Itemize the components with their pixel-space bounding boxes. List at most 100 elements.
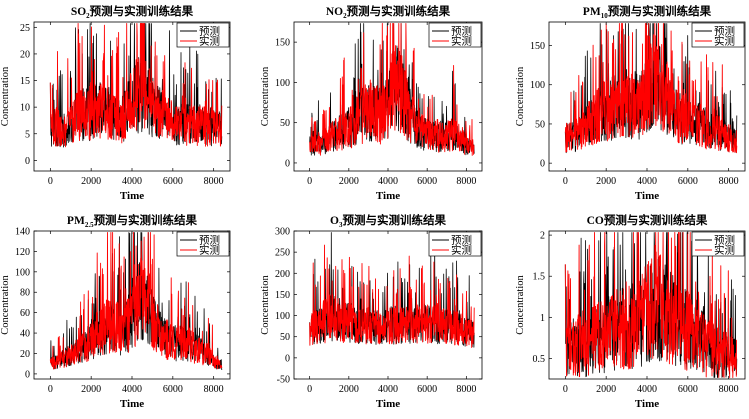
legend-entry-label: 实测	[199, 35, 220, 48]
y-axis-label: Concentration	[515, 275, 526, 335]
legend-entry-label: 预测	[451, 234, 472, 247]
x-tick-label: 4000	[637, 384, 657, 395]
series-line-measured	[49, 232, 223, 370]
y-tick-label: 100	[530, 80, 545, 91]
y-axis-label: Concentration	[260, 275, 271, 335]
y-tick-label: 2	[540, 231, 545, 242]
y-axis-label: Concentration	[260, 66, 271, 126]
chart-title: PM10预测与实测训练结果	[583, 4, 712, 20]
y-tick-label: 60	[20, 308, 30, 319]
legend-entry-label: 预测	[199, 25, 220, 38]
y-tick-label: 140	[15, 227, 30, 238]
x-axis-label: Time	[635, 398, 659, 410]
x-tick-label: 8000	[456, 384, 476, 395]
y-axis-label: Concentration	[0, 66, 11, 126]
y-tick-label: 15	[20, 76, 30, 87]
x-tick-label: 4000	[122, 384, 142, 395]
legend-box	[691, 231, 745, 257]
chart-title: PM2.5预测与实测训练结果	[67, 213, 198, 229]
x-tick-label: 6000	[678, 384, 698, 395]
x-tick-label: 4000	[637, 176, 657, 187]
legend-entry-label: 实测	[451, 244, 472, 257]
y-tick-label: 20	[20, 349, 30, 360]
x-tick-label: 8000	[204, 384, 224, 395]
x-tick-label: 0	[563, 176, 568, 187]
legend-entry-label: 实测	[451, 35, 472, 48]
legend-entry-label: 预测	[451, 25, 472, 38]
series-line-measured	[564, 232, 737, 378]
legend-entry-label: 预测	[199, 234, 220, 247]
x-tick-label: 8000	[456, 176, 476, 187]
y-tick-label: 10	[20, 103, 30, 114]
y-tick-label: 300	[275, 227, 290, 238]
legend-box	[691, 22, 745, 48]
y-tick-label: 0.5	[533, 354, 546, 365]
legend-entry-label: 预测	[714, 234, 735, 247]
y-tick-label: 50	[280, 118, 290, 129]
series-line-measured	[49, 23, 223, 148]
x-tick-label: 2000	[81, 384, 101, 395]
y-tick-label: 0	[285, 158, 290, 169]
chart-title: SO2预测与实测训练结果	[71, 4, 194, 20]
subplot-4: 0 2000 4000 6000 8000 0 20 40 60 80 100 120 140 Time C…	[0, 213, 231, 410]
x-tick-label: 0	[48, 176, 53, 187]
y-axis-label: Concentration	[515, 66, 526, 126]
legend-box	[176, 231, 230, 257]
x-tick-label: 2000	[81, 176, 101, 187]
x-tick-label: 0	[307, 176, 312, 187]
y-tick-label: 0	[285, 353, 290, 364]
x-tick-label: 6000	[163, 176, 183, 187]
legend-box	[428, 22, 482, 48]
y-tick-label: 250	[275, 248, 290, 259]
y-tick-label: 40	[20, 329, 30, 340]
x-tick-label: 4000	[378, 384, 398, 395]
y-tick-label: 150	[275, 38, 290, 49]
chart-title: CO预测与实测训练结果	[587, 213, 708, 227]
subplot-5: 0 2000 4000 6000 8000 -50 0 50 100 150 200 250 300 Ti…	[260, 213, 483, 410]
x-tick-label: 2000	[339, 384, 359, 395]
x-tick-label: 4000	[122, 176, 142, 187]
x-tick-label: 2000	[339, 176, 359, 187]
x-tick-label: 2000	[596, 384, 616, 395]
legend-entry-label: 实测	[714, 244, 735, 257]
x-tick-label: 8000	[719, 384, 739, 395]
y-tick-label: 50	[280, 332, 290, 343]
series-line-measured	[564, 23, 738, 154]
subplot-1: 0 2000 4000 6000 8000 0 5 10 15 20 25 Time Concentra…	[0, 4, 231, 202]
y-axis-label: Concentration	[0, 275, 11, 335]
y-tick-label: 200	[275, 269, 290, 280]
y-tick-label: 100	[275, 78, 290, 89]
x-axis-label: Time	[120, 190, 144, 202]
x-tick-label: 8000	[204, 176, 224, 187]
y-tick-label: 80	[20, 288, 30, 299]
x-tick-label: 6000	[417, 176, 437, 187]
x-tick-label: 2000	[596, 176, 616, 187]
y-tick-label: 100	[15, 267, 30, 278]
legend-box	[428, 231, 482, 257]
x-tick-label: 6000	[678, 176, 698, 187]
subplot-3: 0 2000 4000 6000 8000 0 50 100 150 Time Concentrat…	[515, 4, 746, 202]
y-tick-label: 150	[530, 41, 545, 52]
y-tick-label: 150	[275, 290, 290, 301]
legend-entry-label: 预测	[714, 25, 735, 38]
x-axis-label: Time	[376, 190, 400, 202]
legend-box	[176, 22, 230, 48]
y-tick-label: 1.5	[533, 272, 546, 283]
chart-title: NO2预测与实测训练结果	[326, 4, 451, 20]
legend-entry-label: 实测	[199, 244, 220, 257]
x-tick-label: 6000	[163, 384, 183, 395]
y-tick-label: 0	[25, 156, 30, 167]
subplot-6: 0 2000 4000 6000 8000 0.5 1 1.5 2 Time Concentrati…	[515, 213, 746, 410]
x-tick-label: 4000	[378, 176, 398, 187]
y-tick-label: 50	[535, 119, 545, 130]
y-tick-label: 25	[20, 23, 30, 34]
x-tick-label: 6000	[417, 384, 437, 395]
series-line-measured	[309, 244, 475, 348]
x-axis-label: Time	[376, 398, 400, 410]
